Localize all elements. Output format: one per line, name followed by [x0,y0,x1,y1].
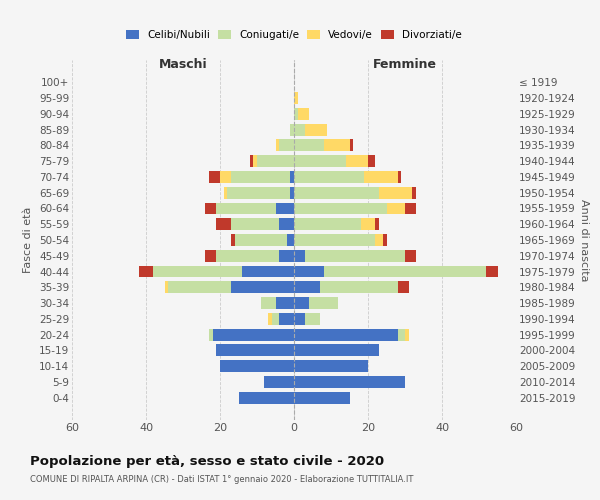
Y-axis label: Anni di nascita: Anni di nascita [580,198,589,281]
Bar [279,250,294,262]
Bar [231,282,294,293]
Bar [294,250,305,262]
Bar [294,92,298,104]
Bar [220,171,231,183]
Bar [294,360,368,372]
Bar [227,187,290,198]
Text: Popolazione per età, sesso e stato civile - 2020: Popolazione per età, sesso e stato civil… [30,455,384,468]
Bar [217,202,275,214]
Bar [239,392,294,404]
Bar [260,297,275,309]
Bar [487,266,497,278]
Bar [209,171,220,183]
Bar [294,392,349,404]
Text: COMUNE DI RIPALTA ARPINA (CR) - Dati ISTAT 1° gennaio 2020 - Elaborazione TUTTIT: COMUNE DI RIPALTA ARPINA (CR) - Dati IST… [30,475,413,484]
Bar [376,218,379,230]
Bar [242,266,294,278]
Bar [294,313,305,325]
Bar [209,328,212,340]
Bar [294,297,309,309]
Bar [205,250,217,262]
Bar [231,218,279,230]
Bar [398,171,401,183]
Bar [205,202,217,214]
Bar [275,140,279,151]
Bar [294,187,379,198]
Bar [309,297,338,309]
Bar [287,234,294,246]
Bar [383,234,386,246]
Bar [398,328,405,340]
Bar [235,234,287,246]
Bar [376,234,383,246]
Bar [294,155,346,167]
Bar [349,140,353,151]
Y-axis label: Fasce di età: Fasce di età [23,207,34,273]
Bar [257,155,294,167]
Bar [294,376,405,388]
Bar [405,250,416,262]
Bar [168,282,231,293]
Bar [290,171,294,183]
Bar [398,282,409,293]
Bar [405,202,416,214]
Bar [320,282,398,293]
Bar [231,171,290,183]
Bar [217,344,294,356]
Bar [346,155,368,167]
Bar [294,282,320,293]
Bar [386,202,405,214]
Bar [323,140,349,151]
Bar [224,187,227,198]
Bar [298,108,309,120]
Bar [265,376,294,388]
Bar [279,313,294,325]
Bar [275,297,294,309]
Bar [294,218,361,230]
Bar [268,313,272,325]
Bar [294,202,386,214]
Bar [220,360,294,372]
Bar [290,187,294,198]
Bar [305,250,405,262]
Bar [379,187,412,198]
Text: Femmine: Femmine [373,58,437,71]
Bar [294,124,305,136]
Bar [275,202,294,214]
Bar [294,266,323,278]
Bar [231,234,235,246]
Bar [216,218,231,230]
Bar [323,266,487,278]
Bar [216,250,279,262]
Legend: Celibi/Nubili, Coniugati/e, Vedovi/e, Divorziati/e: Celibi/Nubili, Coniugati/e, Vedovi/e, Di… [122,26,466,44]
Bar [139,266,154,278]
Bar [294,328,398,340]
Bar [364,171,398,183]
Bar [368,155,376,167]
Bar [272,313,279,325]
Text: Maschi: Maschi [158,58,208,71]
Bar [279,218,294,230]
Bar [412,187,416,198]
Bar [253,155,257,167]
Bar [294,234,376,246]
Bar [212,328,294,340]
Bar [294,171,364,183]
Bar [294,108,298,120]
Bar [405,328,409,340]
Bar [294,344,379,356]
Bar [164,282,168,293]
Bar [294,140,323,151]
Bar [305,124,328,136]
Bar [250,155,253,167]
Bar [361,218,376,230]
Bar [154,266,242,278]
Bar [290,124,294,136]
Bar [305,313,320,325]
Bar [279,140,294,151]
